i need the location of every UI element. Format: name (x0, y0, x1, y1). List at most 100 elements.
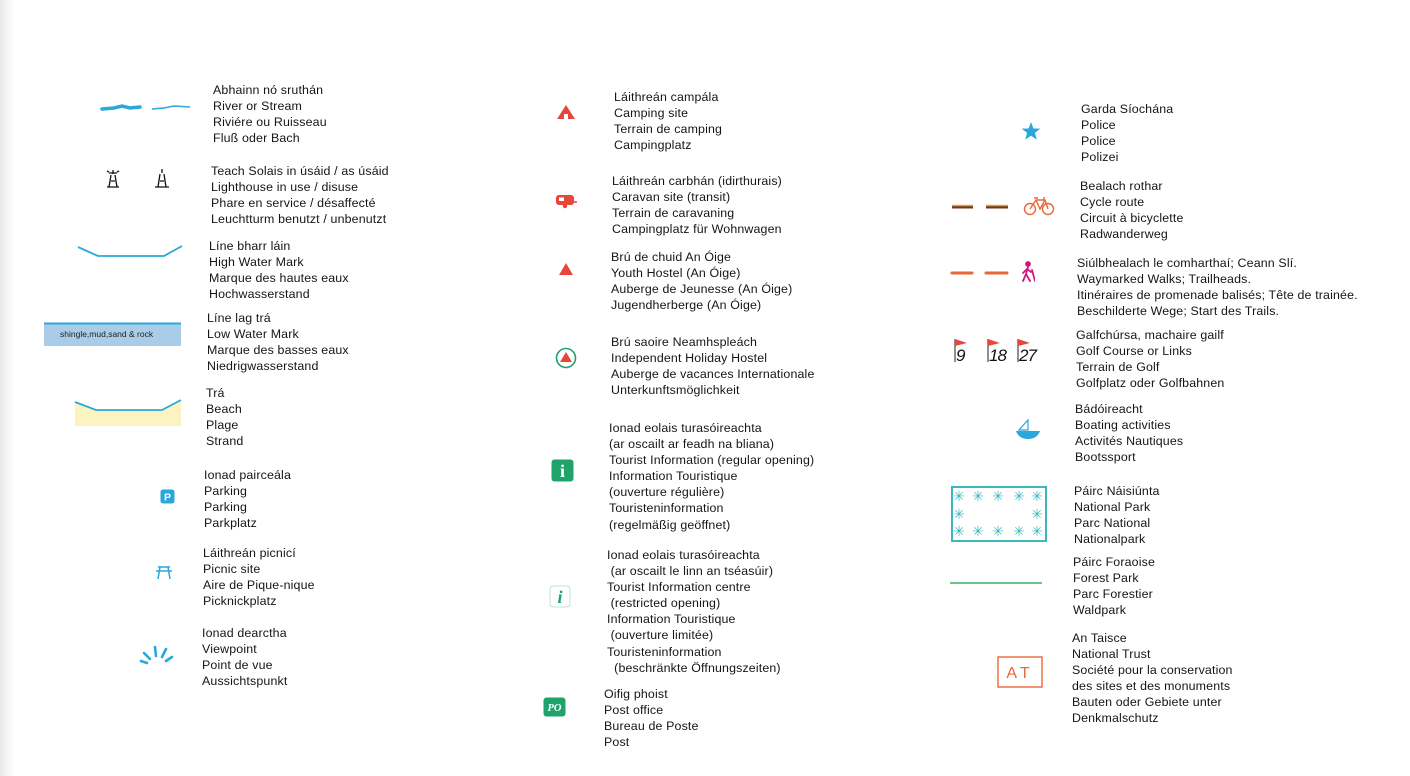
legend-line: Marque des basses eaux (207, 343, 349, 358)
legend-line: Circuit à bicyclette (1080, 211, 1184, 226)
legend-line: (ar oscailt ar feadh na bliana) (609, 437, 775, 452)
legend-entry-text: Brú saoire Neamhspleách Independent Holid… (611, 334, 815, 398)
legend-line: Terrain de caravaning (612, 206, 735, 221)
legend-line: Beach (206, 402, 242, 417)
svg-text:PO: PO (548, 703, 562, 714)
legend-line: Ionad eolais turasóireachta (609, 421, 762, 435)
legend-line: Itinéraires de promenade balisés; Tête d… (1077, 288, 1358, 303)
svg-text:✳: ✳ (992, 524, 1004, 540)
legend-line: Hochwasserstand (209, 287, 310, 302)
national-park-icon: ✳ ✳ ✳ ✳ ✳ ✳ ✳ ✳ ✳ ✳ ✳ ✳ (951, 486, 1047, 547)
legend-line: (regelmäßig geöffnet) (609, 517, 731, 532)
legend-line: Waymarked Walks; Trailheads. (1077, 272, 1252, 287)
svg-text:27: 27 (1018, 346, 1037, 365)
legend-line: Niedrigwasserstand (207, 359, 319, 374)
legend-line: Marque des hautes eaux (209, 271, 349, 286)
picnic-icon (155, 564, 173, 585)
legend-entry-text: Ionad pairceála Parking Parking Parkplatz (204, 467, 291, 531)
legend-line: Independent Holiday Hostel (611, 351, 768, 366)
svg-text:i: i (560, 461, 565, 481)
legend-line: High Water Mark (209, 255, 304, 270)
svg-text:9: 9 (956, 346, 966, 365)
legend-line: Abhainn nó sruthán (213, 83, 324, 97)
legend-line: Post (604, 735, 630, 750)
legend-entry-text: Láithreán campála Camping site Terrain de … (614, 89, 722, 153)
legend-entry-text: Ionad dearctha Viewpoint Point de vue Aussi… (202, 625, 287, 689)
legend-line: (restricted opening) (607, 596, 721, 611)
boating-icon (1015, 418, 1041, 445)
legend-line: Plage (206, 418, 239, 433)
legend-line: Golf Course or Links (1076, 344, 1192, 359)
legend-line: Láithreán campála (614, 90, 719, 104)
independent-hostel-icon (555, 347, 577, 374)
legend-entry-text: Oifig phoist Post office Bureau de Poste Po… (604, 686, 699, 750)
page-edge-shadow (0, 0, 14, 776)
legend-line: Galfchúrsa, machaire gailf (1076, 328, 1224, 342)
svg-text:✳: ✳ (992, 489, 1004, 505)
legend-line: Ionad pairceála (204, 468, 291, 482)
legend-line: Golfplatz oder Golfbahnen (1076, 376, 1225, 391)
legend-line: Bádóireacht (1075, 402, 1143, 416)
legend-line: Páirc Foraoise (1073, 555, 1155, 569)
legend-line: Polizei (1081, 150, 1119, 165)
legend-entry-text: Teach Solais in úsáid / as úsáid Lighthou… (211, 163, 389, 227)
legend-line: Picnic site (203, 562, 261, 577)
legend-line: Brú de chuid An Óige (611, 250, 732, 264)
legend-entry-text: Trá Beach Plage Strand (206, 385, 243, 449)
legend-line: Terrain de Golf (1076, 360, 1160, 375)
legend-entry-text: Galfchúrsa, machaire gailf Golf Course or… (1076, 327, 1224, 391)
legend-line: des sites et des monuments (1072, 679, 1231, 694)
legend-line: Parking (204, 500, 248, 515)
legend-line: Brú saoire Neamhspleách (611, 335, 758, 349)
legend-line: Viewpoint (202, 642, 257, 657)
beach-icon (74, 392, 182, 433)
legend-line: Parc National (1074, 516, 1151, 531)
legend-line: Riviére ou Ruisseau (213, 115, 327, 130)
legend-entry-text: Brú de chuid An Óige Youth Hostel (An Óig… (611, 249, 792, 313)
legend-line: Líne lag trá (207, 311, 271, 325)
viewpoint-icon (138, 643, 174, 670)
cycle-route-icon (950, 193, 1056, 222)
legend-entry-text: Bádóireacht Boating activities Activités N… (1075, 401, 1183, 465)
legend-line: Leuchtturm benutzt / unbenutzt (211, 212, 387, 227)
river-icon (100, 98, 192, 123)
svg-text:✳: ✳ (953, 489, 965, 505)
legend-entry-text: Láithreán picnicí Picnic site Aire de Piqu… (203, 545, 315, 609)
legend-line: Teach Solais in úsáid / as úsáid (211, 164, 389, 178)
legend-line: Cycle route (1080, 195, 1145, 210)
legend-line: Láithreán picnicí (203, 546, 296, 560)
legend-line: Bureau de Poste (604, 719, 699, 734)
legend-line: Siúlbhealach le comharthaí; Ceann Slí. (1077, 256, 1297, 270)
legend-entry-text: Páirc Foraoise Forest Park Parc Forestier W… (1073, 554, 1155, 618)
legend-line: Bauten oder Gebiete unter (1072, 695, 1222, 710)
legend-line: Bealach rothar (1080, 179, 1163, 193)
legend-line: Ionad dearctha (202, 626, 287, 640)
legend-line: Parc Forestier (1073, 587, 1153, 602)
legend-entry-text: Garda Síochána Police Police Polizei (1081, 101, 1173, 165)
legend-line: River or Stream (213, 99, 303, 114)
legend-line: Touristeninformation (607, 644, 722, 659)
legend-line: Tourist Information (regular opening) (609, 453, 815, 468)
svg-text:✳: ✳ (1031, 524, 1043, 540)
legend-line: Nationalpark (1074, 532, 1146, 547)
legend-line: Youth Hostel (An Óige) (611, 266, 741, 281)
legend-entry-text: Líne lag trá Low Water Mark Marque des bas… (207, 310, 349, 374)
legend-line: National Trust (1072, 647, 1151, 662)
legend-line: Láithreán carbhán (idirthurais) (612, 174, 782, 188)
legend-line: An Taisce (1072, 631, 1127, 645)
legend-line: Parking (204, 484, 248, 499)
legend-line: Beschilderte Wege; Start des Trails. (1077, 304, 1280, 319)
legend-entry-text: Ionad eolais turasóireachta (ar oscailt a… (609, 420, 814, 533)
police-star-icon (1021, 121, 1041, 146)
forest-park-icon (948, 575, 1044, 593)
legend-entry-text: Páirc Náisiúnta National Park Parc Nationa… (1074, 483, 1160, 547)
legend-line: Boating activities (1075, 418, 1171, 433)
legend-line: Radwanderweg (1080, 227, 1168, 242)
svg-text:✳: ✳ (1031, 507, 1043, 523)
svg-text:✳: ✳ (1013, 524, 1025, 540)
legend-entry-text: Líne bharr láin High Water Mark Marque des… (209, 238, 349, 302)
caravan-icon (555, 193, 577, 214)
legend-line: Post office (604, 703, 664, 718)
legend-line: Campingplatz für Wohnwagen (612, 222, 782, 237)
tourist-info-restricted-icon: i (549, 585, 571, 613)
